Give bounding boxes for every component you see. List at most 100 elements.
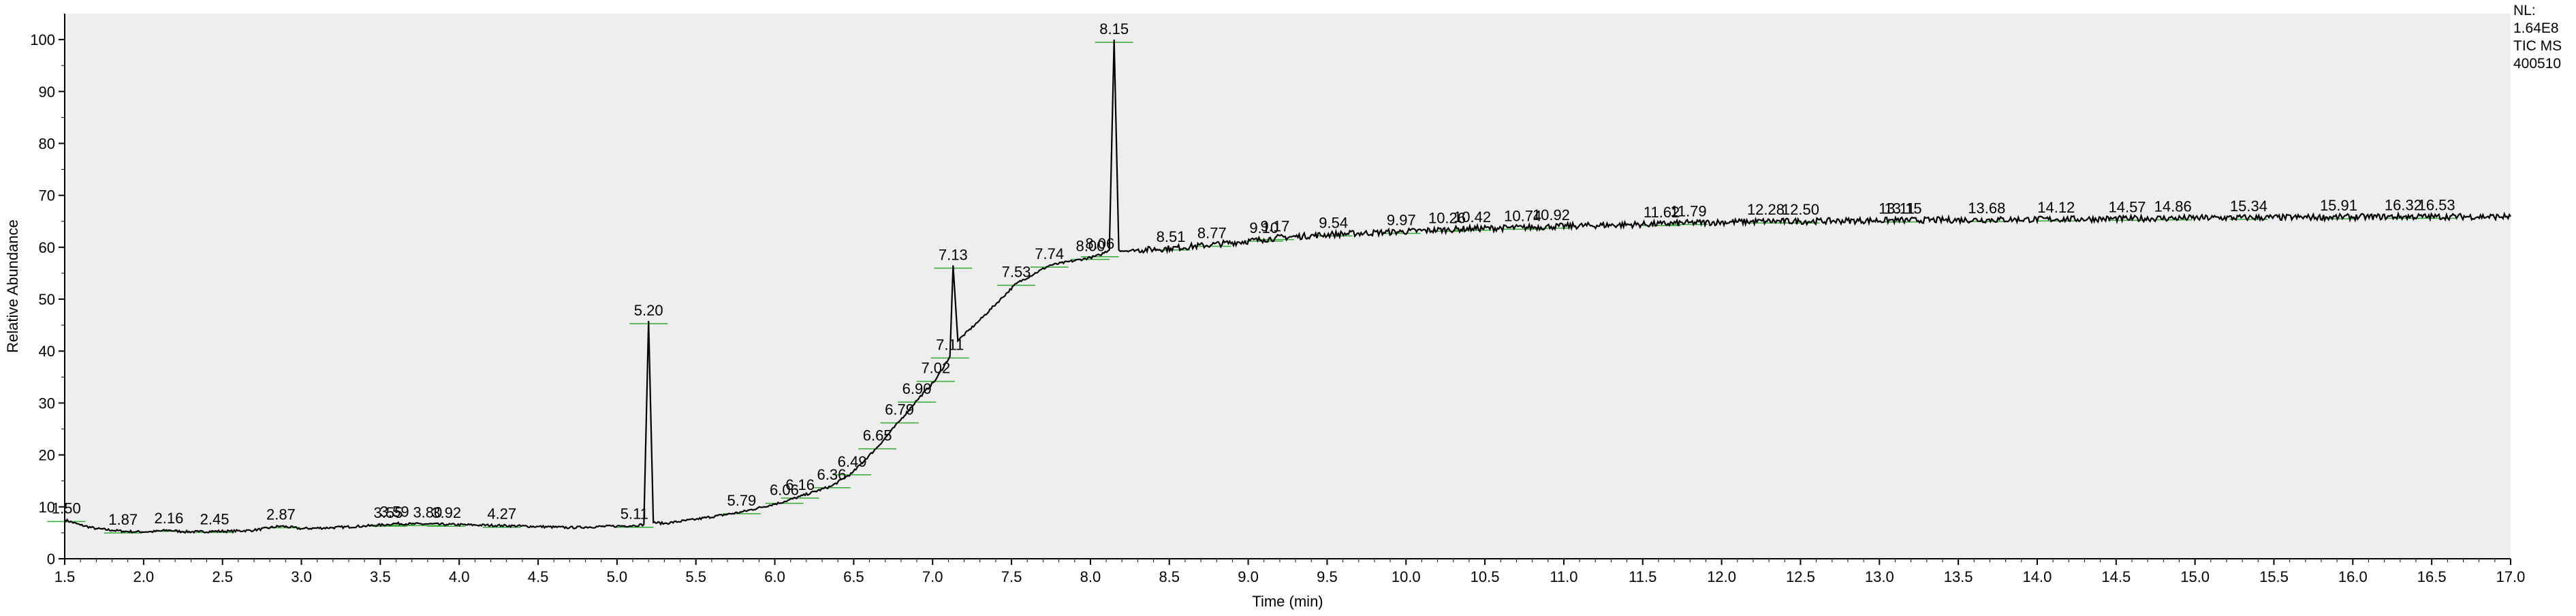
peak-label: 16.32 <box>2385 196 2422 213</box>
info-line: TIC MS <box>2513 38 2562 54</box>
x-tick-label: 2.5 <box>212 568 233 585</box>
x-tick-label: 13.0 <box>1865 568 1894 585</box>
peak-label: 14.12 <box>2037 199 2075 216</box>
peak-label: 10.26 <box>1428 209 1466 226</box>
x-tick-label: 16.5 <box>2417 568 2447 585</box>
x-tick-label: 17.0 <box>2496 568 2526 585</box>
peak-label: 1.50 <box>52 499 81 517</box>
x-tick-label: 15.0 <box>2180 568 2210 585</box>
peak-label: 6.16 <box>785 476 815 493</box>
peak-label: 9.17 <box>1261 218 1290 235</box>
x-tick-label: 14.0 <box>2023 568 2052 585</box>
peak-label: 8.06 <box>1085 235 1114 252</box>
y-axis-ticks: 0 10 20 30 40 50 60 70 80 90 100 <box>30 31 65 568</box>
y-tick-label: 50 <box>39 291 55 308</box>
peak-label: 5.79 <box>727 492 756 509</box>
peak-label: 6.06 <box>770 482 799 499</box>
x-tick-label: 3.5 <box>370 568 391 585</box>
peak-label: 3.59 <box>380 504 409 521</box>
peak-label: 8.15 <box>1099 20 1129 37</box>
peak-label: 13.11 <box>1879 200 1915 217</box>
peak-label: 3.92 <box>432 504 461 521</box>
peak-label: 9.10 <box>1249 219 1278 236</box>
peak-label: 14.57 <box>2108 198 2146 215</box>
x-axis-ticks: 1.5 2.0 2.5 3.0 3.5 4.0 4.5 5.0 5.5 6.0 6.5 7.0 7.5 8… <box>54 559 2526 585</box>
x-tick-label: 7.5 <box>1001 568 1022 585</box>
peak-label: 12.50 <box>1782 201 1819 218</box>
peak-label: 2.45 <box>200 510 230 527</box>
peak-label: 15.34 <box>2230 198 2267 215</box>
x-tick-label: 5.5 <box>685 568 706 585</box>
normalization-info: NL: 1.64E8 TIC MS 400510 <box>2513 3 2562 72</box>
x-tick-label: 4.0 <box>449 568 470 585</box>
x-tick-label: 2.0 <box>133 568 155 585</box>
x-tick-label: 12.5 <box>1786 568 1815 585</box>
peak-label: 5.11 <box>621 506 648 523</box>
info-line: NL: <box>2513 3 2536 18</box>
x-tick-label: 10.0 <box>1392 568 1421 585</box>
peak-label: 13.15 <box>1885 200 1922 217</box>
x-tick-label: 7.0 <box>922 568 943 585</box>
x-tick-label: 8.5 <box>1159 568 1180 585</box>
peak-label: 13.68 <box>1968 200 2005 217</box>
x-tick-label: 5.0 <box>607 568 628 585</box>
axes <box>64 14 2511 559</box>
peak-label: 6.79 <box>885 401 914 418</box>
peak-label: 9.54 <box>1319 214 1348 231</box>
info-line: 400510 <box>2513 56 2561 72</box>
peak-label: 12.28 <box>1747 201 1785 218</box>
peak-label: 6.90 <box>902 380 932 397</box>
peak-label: 2.87 <box>266 506 296 523</box>
y-tick-label: 30 <box>39 395 55 412</box>
y-tick-label: 90 <box>39 83 55 100</box>
peak-label: 6.65 <box>863 427 892 444</box>
peak-label: 6.36 <box>817 466 847 483</box>
y-tick-label: 0 <box>47 551 55 568</box>
peak-label: 11.62 <box>1644 204 1680 221</box>
peak-label: 8.51 <box>1157 228 1186 245</box>
x-tick-label: 8.0 <box>1080 568 1101 585</box>
x-tick-label: 6.5 <box>843 568 864 585</box>
x-tick-label: 4.5 <box>528 568 549 585</box>
x-tick-label: 10.5 <box>1471 568 1500 585</box>
peak-label: 7.11 <box>936 336 964 353</box>
peak-labels: 1.50 1.87 2.16 2.45 2.87 3.553.59 3.803.92 4.27… <box>52 20 2455 528</box>
y-tick-label: 40 <box>39 343 55 360</box>
info-line: 1.64E8 <box>2513 20 2559 36</box>
x-tick-label: 1.5 <box>54 568 76 585</box>
peak-label: 4.27 <box>487 506 516 523</box>
x-tick-label: 9.5 <box>1317 568 1338 585</box>
x-tick-label: 11.5 <box>1629 568 1656 585</box>
y-tick-label: 70 <box>39 187 55 204</box>
x-axis-title: Time (min) <box>1252 593 1323 610</box>
y-tick-label: 10 <box>39 499 55 516</box>
peak-label: 9.97 <box>1387 211 1416 228</box>
y-axis-title: Relative Abundance <box>4 219 21 353</box>
tic-trace-line <box>64 40 2511 534</box>
plot-area <box>65 14 2511 559</box>
x-tick-label: 9.0 <box>1238 568 1259 585</box>
peak-label: 10.92 <box>1533 206 1570 224</box>
y-tick-label: 60 <box>39 239 55 256</box>
peak-label: 1.87 <box>108 511 138 528</box>
peak-label: 7.53 <box>1002 264 1031 281</box>
peak-label: 14.86 <box>2154 198 2192 215</box>
x-tick-label: 14.5 <box>2101 568 2131 585</box>
peak-label: 8.00 <box>1075 238 1105 255</box>
peak-label: 3.80 <box>413 504 442 521</box>
peak-label: 7.74 <box>1035 245 1064 262</box>
peak-label: 7.13 <box>939 247 968 264</box>
peak-label: 7.02 <box>921 360 950 377</box>
y-tick-label: 100 <box>30 31 55 48</box>
x-tick-label: 11.0 <box>1550 568 1577 585</box>
peak-label: 10.74 <box>1504 207 1541 224</box>
x-tick-label: 13.5 <box>1944 568 1973 585</box>
peak-label: 11.79 <box>1670 203 1706 220</box>
peak-label: 10.42 <box>1454 209 1491 226</box>
x-tick-label: 16.0 <box>2338 568 2368 585</box>
x-tick-label: 12.0 <box>1707 568 1736 585</box>
peak-label: 15.91 <box>2320 197 2357 214</box>
y-tick-label: 20 <box>39 447 55 464</box>
